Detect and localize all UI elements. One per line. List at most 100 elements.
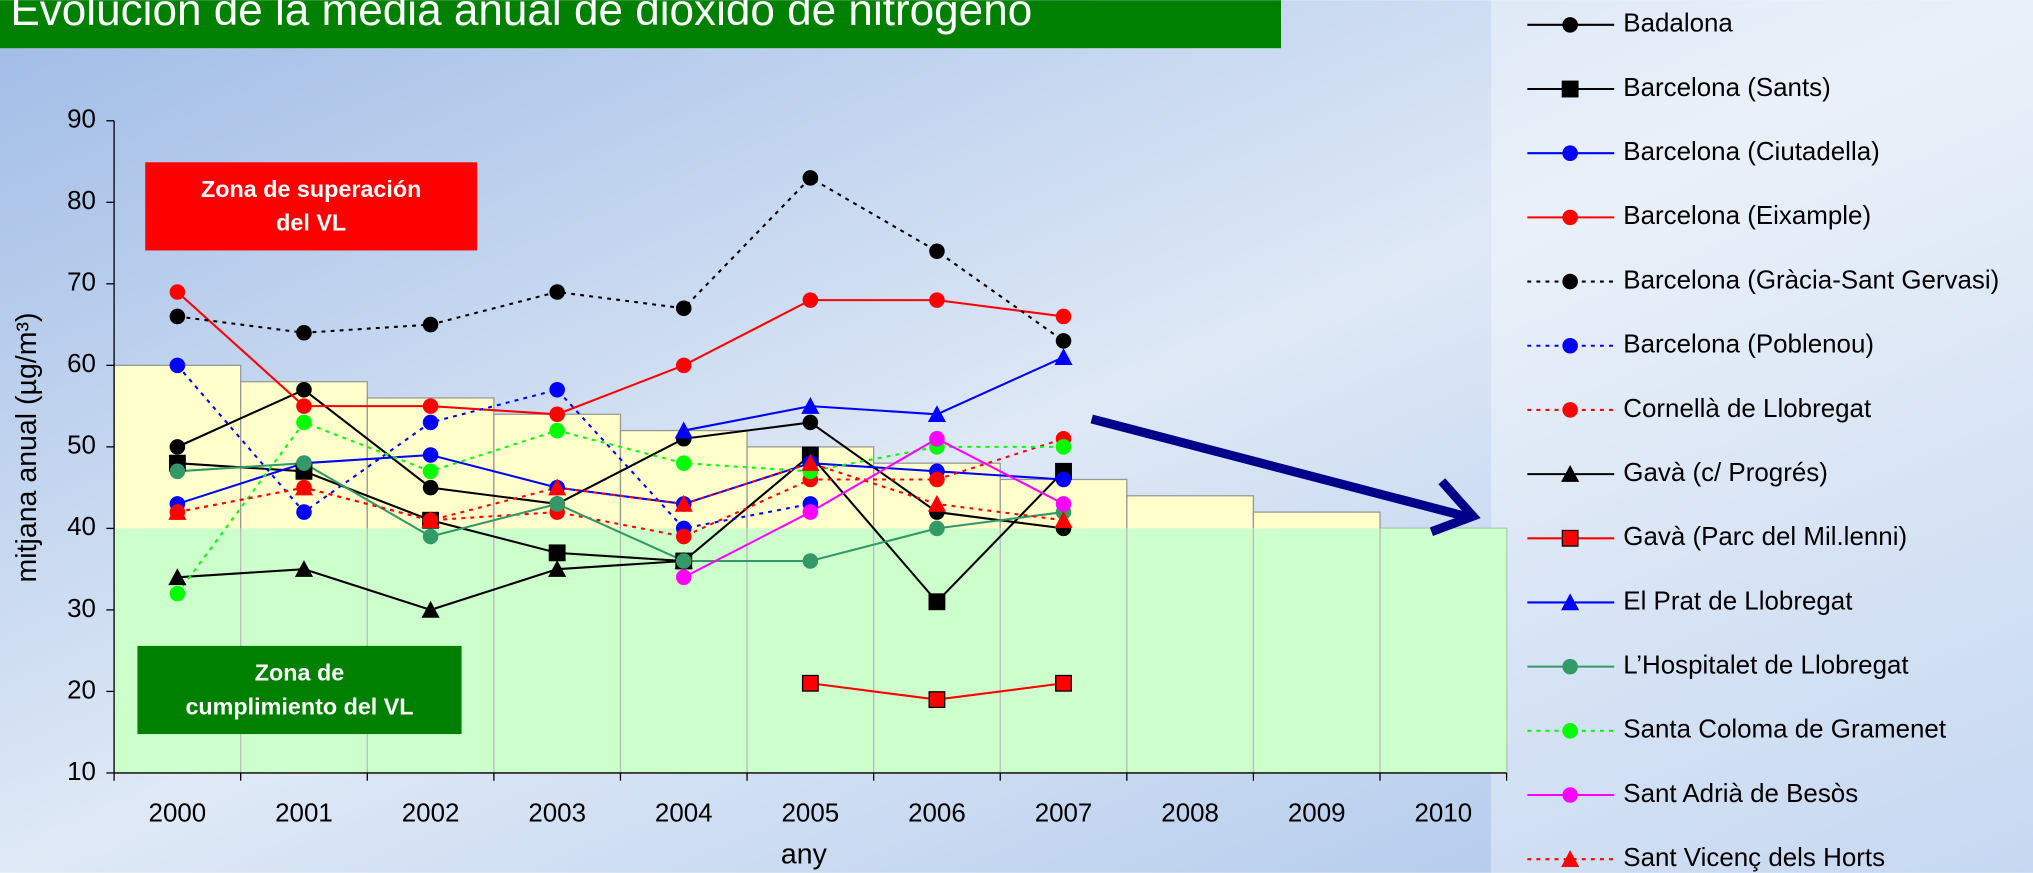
legend-marker [1562,273,1578,290]
data-point [549,496,565,512]
annotation-box [145,162,478,251]
data-point [422,398,439,414]
x-tick-label: 2002 [402,799,460,827]
data-point [675,569,692,586]
legend-marker [1562,337,1578,354]
y-tick-label: 60 [67,350,96,378]
data-point [675,553,692,569]
data-point [296,382,312,398]
y-tick-label: 80 [67,187,96,215]
data-point [675,455,692,471]
y-tick-label: 10 [67,758,96,786]
data-point [422,479,439,496]
legend-label: El Prat de Llobregat [1623,587,1853,615]
y-tick-label: 70 [67,269,96,297]
data-point [927,405,947,423]
legend-label: Sant Vicenç dels Horts [1623,844,1885,872]
legend-label: Badalona [1623,10,1733,38]
legend-label: Barcelona (Gràcia-Sant Gervasi) [1623,266,1999,294]
data-point [1055,439,1072,455]
x-tick-label: 2005 [782,799,840,827]
data-point [296,455,312,471]
y-tick-label: 20 [67,676,96,704]
data-point [169,463,186,480]
data-point [549,406,565,423]
data-point [294,478,314,496]
data-point [548,544,566,562]
annotation-box [137,645,462,735]
data-point [927,494,947,512]
legend-label: Gavà (c/ Progrés) [1623,459,1828,487]
chart-title: Evolución de la media anual de dióxido d… [10,0,1032,35]
legend-label: Barcelona (Sants) [1623,74,1830,102]
legend-label: L’Hospitalet de Llobregat [1623,651,1909,679]
annotation-text: Zona de superación [201,176,421,202]
data-point [801,674,819,692]
legend-marker [1561,529,1579,547]
data-point [294,560,314,577]
legend-marker [1562,723,1578,739]
data-point [168,568,187,586]
data-point [422,414,439,431]
legend-label: Barcelona (Poblenou) [1623,331,1874,359]
annotation-text: cumplimiento del VL [185,693,413,719]
legend-label: Barcelona (Ciutadella) [1623,138,1879,166]
legend-marker [1561,593,1580,611]
trend-arrow [1090,414,1467,521]
series-line [177,462,1064,563]
data-point [548,560,567,577]
annotation-text: Zona de [255,660,344,686]
data-point [1055,308,1072,325]
data-point [928,691,946,709]
data-point [674,421,693,439]
data-point [801,454,820,471]
x-tick-label: 2010 [1414,799,1472,827]
data-point [929,292,945,308]
data-point [1054,348,1073,365]
legend-label: Gavà (Parc del Mil.lenni) [1623,523,1907,551]
legend-marker [1561,850,1580,867]
annotation-text: del VL [276,210,346,236]
data-point [802,414,819,431]
data-point [1055,496,1072,512]
data-point [296,398,312,414]
legend-marker [1561,80,1579,98]
data-point [421,511,440,529]
data-point [169,284,186,300]
data-point [422,463,439,480]
data-point [168,503,187,520]
x-tick-label: 2007 [1035,799,1093,827]
legend-marker [1562,209,1578,226]
data-point [549,284,565,300]
legend-label: Cornellà de Llobregat [1623,395,1872,423]
x-tick-label: 2009 [1288,799,1346,827]
series-line [176,291,1064,416]
legend-marker [1561,465,1580,482]
title-box [0,0,1281,49]
data-point [675,528,692,545]
legend-marker [1562,17,1578,33]
data-point [296,504,312,520]
data-point [929,520,945,537]
plot-area: 10 20 30 40 50 60 70 80 90 2000 2001 2002 2003 2004 20… [67,106,1508,827]
data-point [422,528,439,545]
data-point [929,471,945,488]
legend-marker [1562,787,1578,803]
data-point [674,494,693,512]
x-tick-label: 2001 [275,799,333,827]
data-point [169,439,186,455]
data-point [675,300,692,317]
data-point [549,422,565,439]
data-point [802,170,819,186]
x-tick-label: 2008 [1161,799,1219,827]
legend-marker [1562,658,1578,675]
legend-marker [1562,402,1578,418]
data-point [1054,511,1073,529]
y-axis-label: mitjana anual (µg/m³) [11,313,43,583]
series-line [683,437,1065,579]
series-line [683,356,1064,432]
y-tick-label: 40 [67,513,96,541]
data-point [169,357,186,374]
trend-arrow-head [1429,478,1481,537]
